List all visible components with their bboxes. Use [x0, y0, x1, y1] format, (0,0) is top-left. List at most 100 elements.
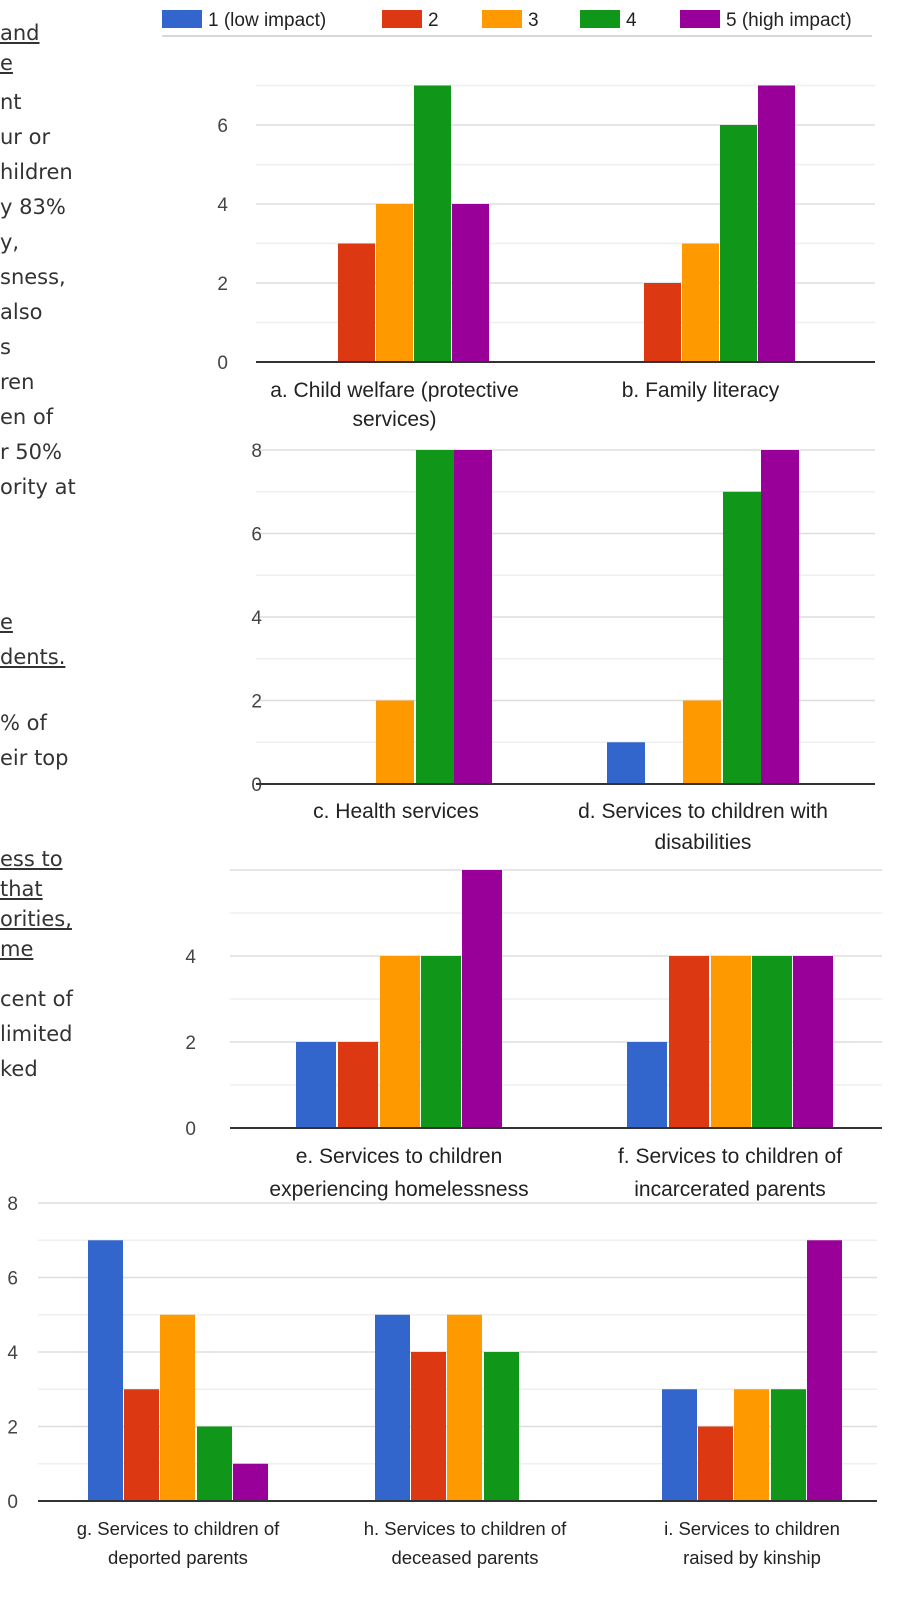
y-tick-label: 4 [7, 1343, 18, 1364]
text-line: dents. [0, 645, 66, 669]
text-line: me [0, 937, 34, 961]
bar-series-3 [160, 1314, 195, 1501]
category-label: g. Services to children of [77, 1518, 280, 1539]
y-tick-label: 4 [251, 608, 262, 629]
text-line: ess to [0, 847, 63, 871]
category-label: experiencing homelessness [269, 1178, 528, 1201]
bar-series-5 [761, 450, 799, 784]
text-line: and [0, 21, 40, 45]
legend-swatch-2 [382, 10, 422, 28]
category-label: e. Services to children [296, 1145, 503, 1168]
text-line: orities, [0, 907, 72, 931]
bar-series-1 [607, 742, 645, 784]
legend-swatch-5 [680, 10, 720, 28]
bar-series-3 [683, 700, 721, 784]
y-tick-label: 0 [7, 1492, 18, 1513]
legend-label-3: 3 [528, 10, 539, 31]
y-tick-label: 0 [217, 353, 228, 374]
y-tick-label: 2 [251, 692, 262, 713]
text-line: limited [0, 1022, 73, 1046]
bar-series-3 [682, 243, 719, 362]
legend-label-5: 5 (high impact) [726, 10, 852, 31]
y-tick-label: 2 [217, 274, 228, 295]
bar-series-5 [233, 1463, 268, 1501]
bar-series-4 [197, 1426, 232, 1501]
bar-series-4 [484, 1352, 519, 1501]
text-line: e [0, 51, 13, 75]
bar-series-5 [793, 956, 833, 1128]
text-line: that [0, 877, 43, 901]
chart-3: 0 2 4 e. Services to children experiencing h… [185, 869, 882, 1201]
legend-label-4: 4 [626, 10, 637, 31]
bar-series-4 [752, 956, 792, 1128]
category-label: disabilities [655, 831, 752, 854]
bar-series-4 [416, 450, 454, 784]
text-line: s [0, 335, 11, 359]
bar-series-2 [698, 1426, 733, 1501]
text-line: e [0, 610, 13, 634]
chart-1: 0 2 4 6 a. Child welfare (protective services… [217, 84, 875, 431]
text-line: cent of [0, 987, 73, 1011]
text-line: eir top [0, 746, 69, 770]
text-line: sness, [0, 265, 66, 289]
bar-series-1 [296, 1042, 336, 1128]
text-line: also [0, 300, 43, 324]
bar-series-3 [447, 1314, 482, 1501]
y-tick-label: 4 [185, 947, 196, 968]
bar-series-5 [807, 1240, 842, 1501]
category-label: deported parents [108, 1547, 248, 1568]
category-label: f. Services to children of [618, 1145, 842, 1168]
legend-swatch-3 [482, 10, 522, 28]
bar-series-3 [376, 204, 413, 362]
category-label: incarcerated parents [634, 1178, 825, 1201]
bar-series-5 [758, 85, 795, 362]
bar-series-5 [454, 450, 492, 784]
bar-series-4 [723, 491, 761, 784]
category-label: a. Child welfare (protective [270, 379, 519, 402]
bar-series-5 [462, 870, 502, 1128]
text-line: nt [0, 90, 22, 114]
legend-label-1: 1 (low impact) [208, 10, 326, 31]
bar-series-1 [375, 1314, 410, 1501]
text-line: r 50% [0, 440, 62, 464]
y-tick-label: 8 [251, 441, 262, 462]
bar-series-2 [338, 243, 375, 362]
legend-swatch-4 [580, 10, 620, 28]
y-tick-label: 6 [7, 1269, 18, 1290]
chart-4: 0 2 4 6 8 g. Services to children of deported … [7, 1194, 877, 1568]
text-line: hildren [0, 160, 73, 184]
y-tick-label: 0 [185, 1119, 196, 1140]
legend-label-2: 2 [428, 10, 439, 31]
text-line: ority at [0, 475, 76, 499]
text-line: y, [0, 230, 20, 254]
category-label: d. Services to children with [578, 800, 828, 823]
y-tick-label: 2 [185, 1033, 196, 1054]
bar-series-3 [711, 956, 751, 1128]
category-label: h. Services to children of [364, 1518, 567, 1539]
bar-series-4 [771, 1389, 806, 1501]
bar-series-2 [644, 283, 681, 362]
category-label: b. Family literacy [622, 379, 780, 402]
bar-series-5 [452, 204, 489, 362]
bar-series-2 [124, 1389, 159, 1501]
bar-series-1 [627, 1042, 667, 1128]
category-label: raised by kinship [683, 1547, 821, 1568]
y-tick-label: 0 [251, 775, 262, 796]
y-tick-label: 6 [217, 116, 228, 137]
bar-series-4 [720, 125, 757, 362]
bar-series-2 [411, 1352, 446, 1501]
bar-series-4 [421, 956, 461, 1128]
bar-series-1 [662, 1389, 697, 1501]
y-tick-label: 4 [217, 195, 228, 216]
bar-series-2 [338, 1042, 378, 1128]
y-tick-label: 2 [7, 1418, 18, 1439]
text-line: en of [0, 405, 54, 429]
bar-series-3 [376, 700, 414, 784]
category-label: services) [352, 408, 436, 431]
text-line: ren [0, 370, 35, 394]
legend-swatch-1 [162, 10, 202, 28]
bar-series-1 [88, 1240, 123, 1501]
y-tick-label: 8 [7, 1194, 18, 1215]
text-line: ur or [0, 125, 51, 149]
